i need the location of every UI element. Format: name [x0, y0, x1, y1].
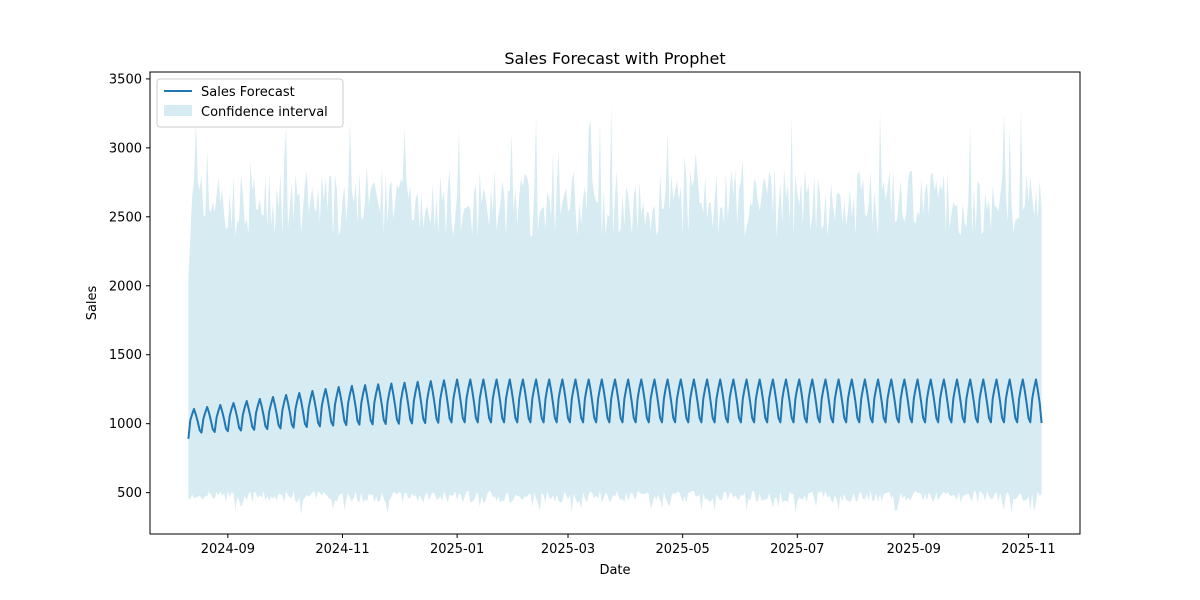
x-tick-label: 2025-07 — [770, 542, 824, 557]
x-tick-label: 2025-01 — [430, 542, 484, 557]
y-tick-label: 1000 — [109, 417, 142, 432]
x-tick-label: 2025-09 — [887, 542, 941, 557]
confidence-band-layer — [188, 106, 1041, 515]
x-tick-label: 2025-05 — [655, 542, 709, 557]
y-tick-label: 1500 — [109, 348, 142, 363]
x-axis: 2024-09 2024-11 2025-01 2025-03 2025-05 2025-… — [201, 534, 1056, 557]
legend-label-forecast: Sales Forecast — [201, 85, 295, 100]
y-tick-label: 3500 — [109, 72, 142, 87]
x-tick-label: 2025-03 — [541, 542, 595, 557]
x-tick-label: 2024-11 — [315, 542, 369, 557]
legend-band-swatch — [164, 105, 192, 116]
confidence-interval-band — [188, 106, 1041, 515]
y-tick-label: 500 — [117, 486, 142, 501]
chart-title: Sales Forecast with Prophet — [504, 49, 725, 68]
legend-label-confidence: Confidence interval — [201, 105, 328, 120]
y-tick-label: 3000 — [109, 141, 142, 156]
x-tick-label: 2024-09 — [201, 542, 255, 557]
legend: Sales Forecast Confidence interval — [157, 79, 343, 127]
y-tick-label: 2500 — [109, 210, 142, 225]
y-axis-label: Sales — [85, 285, 100, 320]
x-axis-label: Date — [599, 563, 630, 578]
y-tick-label: 2000 — [109, 279, 142, 294]
x-tick-label: 2025-11 — [1001, 542, 1055, 557]
y-axis: 500 1000 1500 2000 2500 3000 3500 — [109, 72, 150, 501]
